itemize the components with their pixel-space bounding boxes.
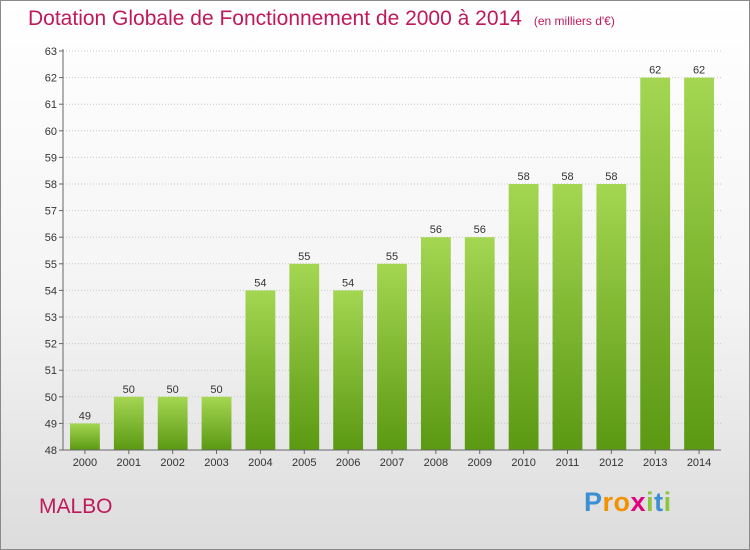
x-tick-label: 2011: [556, 457, 580, 469]
x-tick-label: 2003: [204, 457, 228, 469]
data-label: 58: [605, 171, 617, 183]
y-tick-label: 62: [45, 73, 57, 85]
y-tick-label: 61: [45, 99, 57, 111]
data-label: 54: [342, 277, 354, 289]
bar-2005: [289, 263, 320, 450]
chart-title-text: Dotation Globale de Fonctionnement de 20…: [28, 7, 522, 30]
data-label: 58: [517, 171, 529, 183]
logo-letter: i: [663, 487, 672, 517]
bar-2007: [377, 263, 407, 450]
x-tick-label: 2004: [248, 457, 272, 469]
y-tick-label: 63: [45, 46, 57, 58]
logo-letter: i: [646, 487, 655, 517]
bar-2014: [684, 77, 714, 450]
x-tick-label: 2014: [687, 457, 711, 469]
bars: 49 50 50 50 54 55 54 55 56 56 58 58 58 62 62: [70, 65, 714, 450]
y-tick-label: 58: [45, 179, 57, 191]
data-label: 56: [430, 224, 442, 236]
y-tick-label: 55: [45, 259, 57, 271]
bar-2013: [640, 77, 671, 450]
data-label: 62: [693, 65, 705, 77]
bar-2011: [552, 184, 583, 450]
x-tick-label: 2009: [467, 457, 491, 469]
logo-letter: r: [602, 487, 614, 517]
bar-2002: [157, 396, 188, 450]
x-tick-label: 2000: [73, 457, 97, 469]
y-tick-label: 60: [45, 126, 57, 138]
bar-2006: [333, 290, 364, 450]
x-tick-label: 2012: [599, 457, 623, 469]
bar-2001: [113, 396, 144, 450]
logo-letter: t: [654, 487, 664, 517]
bar-2004: [245, 290, 276, 450]
data-label: 56: [474, 224, 486, 236]
y-tick-label: 50: [45, 392, 57, 404]
x-tick-label: 2008: [424, 457, 448, 469]
x-tick-label: 2013: [643, 457, 667, 469]
bar-2010: [508, 184, 539, 450]
commune-name: MALBO: [39, 495, 113, 518]
data-label: 58: [561, 171, 573, 183]
logo-letter: P: [584, 487, 603, 517]
x-tick-label: 2001: [117, 457, 141, 469]
x-tick-label: 2006: [336, 457, 360, 469]
chart-title: Dotation Globale de Fonctionnement de 20…: [28, 7, 615, 31]
y-tick-label: 49: [45, 418, 57, 430]
bar-2012: [596, 184, 627, 450]
chart-subtitle: (en milliers d'€): [533, 14, 615, 28]
y-tick-label: 52: [45, 339, 57, 351]
y-tick-label: 56: [45, 232, 57, 244]
bar-2008: [420, 237, 451, 450]
bar-2009: [464, 237, 495, 450]
data-label: 55: [386, 251, 398, 263]
y-tick-label: 57: [45, 206, 57, 218]
y-tick-label: 54: [45, 285, 57, 297]
y-tick-label: 51: [45, 365, 57, 377]
x-tick-label: 2010: [511, 457, 535, 469]
proxiti-logo: Proxiti: [584, 487, 672, 518]
data-label: 62: [649, 65, 661, 77]
x-tick-label: 2005: [292, 457, 316, 469]
y-tick-label: 59: [45, 152, 57, 164]
y-tick-label: 53: [45, 312, 57, 324]
data-label: 50: [123, 384, 135, 396]
bar-2003: [201, 396, 232, 450]
data-label: 55: [298, 251, 310, 263]
bar-2000: [70, 423, 100, 450]
axes: 48 49 50 51 52 53 54 55 56 57 58 59 60 61 62 63 2000 2001…: [45, 46, 721, 469]
data-label: 49: [79, 410, 91, 422]
logo-letter: o: [613, 487, 631, 517]
data-label: 54: [254, 277, 266, 289]
y-tick-label: 48: [45, 445, 57, 457]
data-label: 50: [167, 384, 179, 396]
data-label: 50: [210, 384, 222, 396]
x-tick-label: 2007: [380, 457, 404, 469]
logo-letter: x: [630, 487, 647, 517]
x-tick-label: 2002: [160, 457, 184, 469]
